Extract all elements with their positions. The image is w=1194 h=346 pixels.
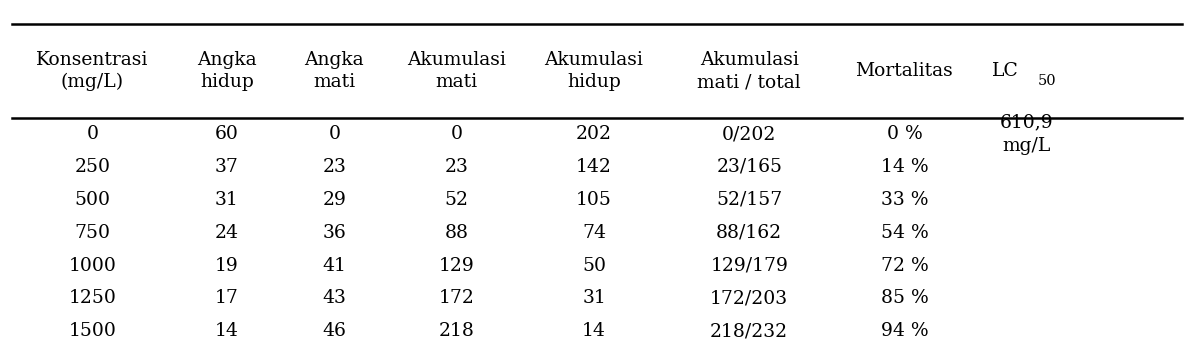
Text: 0/202: 0/202 (722, 125, 776, 143)
Text: 52: 52 (444, 191, 469, 209)
Text: LC: LC (992, 62, 1018, 80)
Text: 19: 19 (215, 256, 239, 275)
Text: 0: 0 (86, 125, 99, 143)
Text: 74: 74 (581, 224, 607, 242)
Text: Akumulasi
mati / total: Akumulasi mati / total (697, 51, 801, 91)
Text: 37: 37 (215, 158, 239, 176)
Text: 1250: 1250 (68, 289, 117, 308)
Text: 50: 50 (1038, 74, 1057, 88)
Text: 129/179: 129/179 (710, 256, 788, 275)
Text: 94 %: 94 % (881, 322, 928, 340)
Text: 60: 60 (215, 125, 239, 143)
Text: 54 %: 54 % (881, 224, 928, 242)
Text: 85 %: 85 % (881, 289, 928, 308)
Text: 88/162: 88/162 (716, 224, 782, 242)
Text: 33 %: 33 % (881, 191, 928, 209)
Text: Akumulasi
mati: Akumulasi mati (407, 51, 506, 91)
Text: 72 %: 72 % (881, 256, 928, 275)
Text: 41: 41 (322, 256, 346, 275)
Text: 500: 500 (74, 191, 111, 209)
Text: 0: 0 (328, 125, 340, 143)
Text: 0: 0 (450, 125, 463, 143)
Text: 31: 31 (583, 289, 605, 308)
Text: Mortalitas: Mortalitas (856, 62, 953, 80)
Text: 88: 88 (444, 224, 469, 242)
Text: 105: 105 (576, 191, 613, 209)
Text: 23: 23 (445, 158, 468, 176)
Text: 610,9
mg/L: 610,9 mg/L (1001, 113, 1053, 155)
Text: 23/165: 23/165 (716, 158, 782, 176)
Text: 17: 17 (215, 289, 239, 308)
Text: 750: 750 (74, 224, 111, 242)
Text: 52/157: 52/157 (716, 191, 782, 209)
Text: 31: 31 (215, 191, 239, 209)
Text: 36: 36 (322, 224, 346, 242)
Text: 14: 14 (583, 322, 605, 340)
Text: 1000: 1000 (68, 256, 117, 275)
Text: 142: 142 (576, 158, 613, 176)
Text: 14: 14 (215, 322, 239, 340)
Text: 172/203: 172/203 (710, 289, 788, 308)
Text: Angka
mati: Angka mati (304, 51, 364, 91)
Text: 50: 50 (581, 256, 607, 275)
Text: 46: 46 (322, 322, 346, 340)
Text: Angka
hidup: Angka hidup (197, 51, 257, 91)
Text: 43: 43 (322, 289, 346, 308)
Text: 202: 202 (576, 125, 613, 143)
Text: 172: 172 (438, 289, 475, 308)
Text: 250: 250 (74, 158, 111, 176)
Text: 129: 129 (439, 256, 474, 275)
Text: 1500: 1500 (68, 322, 117, 340)
Text: 29: 29 (322, 191, 346, 209)
Text: 218/232: 218/232 (710, 322, 788, 340)
Text: Akumulasi
hidup: Akumulasi hidup (544, 51, 644, 91)
Text: 218: 218 (438, 322, 475, 340)
Text: 0 %: 0 % (887, 125, 922, 143)
Text: 14 %: 14 % (881, 158, 928, 176)
Text: 23: 23 (322, 158, 346, 176)
Text: 24: 24 (215, 224, 239, 242)
Text: Konsentrasi
(mg/L): Konsentrasi (mg/L) (36, 51, 149, 91)
